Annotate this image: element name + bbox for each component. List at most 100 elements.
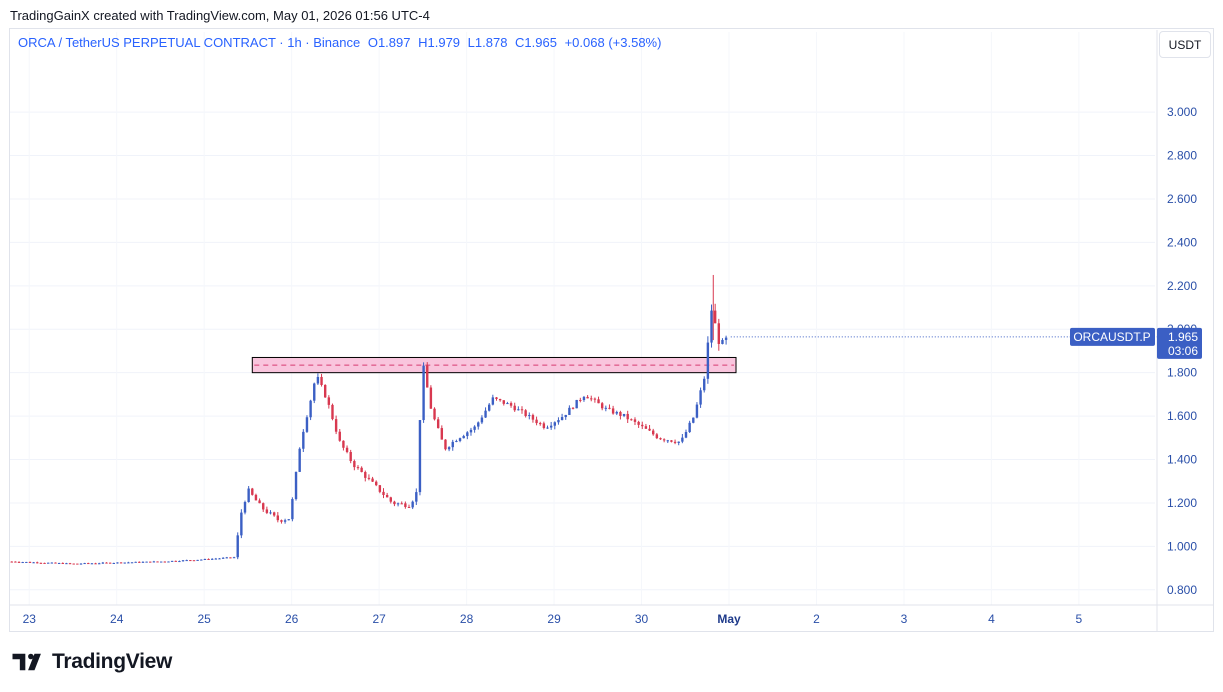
candle-body: [396, 503, 400, 505]
y-tick-label: 0.800: [1167, 583, 1197, 597]
candle-body: [25, 561, 28, 563]
candle-body: [626, 413, 629, 420]
candle-body: [487, 404, 491, 411]
symbol-tag-text: ORCAUSDT.P: [1073, 330, 1150, 344]
candle-body: [549, 425, 553, 428]
candle-body: [659, 438, 662, 440]
candle-body: [302, 431, 305, 449]
candle-body: [145, 561, 148, 563]
x-tick-label: 29: [547, 612, 561, 626]
candle-body: [422, 365, 425, 421]
candle-body: [43, 562, 46, 564]
candle-body: [178, 561, 181, 563]
candle-body: [382, 491, 385, 495]
candle-body: [338, 431, 341, 441]
candle-body: [436, 419, 440, 429]
candle-body: [641, 424, 644, 427]
candle-body: [54, 562, 57, 564]
candle-body: [597, 399, 600, 404]
symbol-legend[interactable]: ORCA / TetherUS PERPETUAL CONTRACT · 1h …: [18, 35, 665, 50]
candle-body: [553, 422, 557, 426]
candle-body: [502, 400, 505, 404]
candle-body: [163, 561, 167, 563]
grid-lines: [10, 32, 1155, 605]
candle-body: [433, 408, 436, 420]
candle-body: [258, 500, 261, 504]
candle-body: [342, 440, 345, 448]
candle-body: [185, 560, 188, 562]
y-tick-label: 2.400: [1167, 235, 1197, 249]
candle-body: [236, 535, 239, 558]
x-tick-label: 24: [110, 612, 124, 626]
candle-body: [94, 563, 97, 565]
candle-body: [469, 429, 473, 433]
candle-body: [123, 562, 126, 564]
price-tag-value: 1.965: [1168, 330, 1198, 344]
candle-body: [101, 562, 105, 564]
x-tick-label: 30: [635, 612, 649, 626]
price-tag-bg[interactable]: [1157, 327, 1202, 359]
candle-body: [327, 397, 331, 405]
candle-body: [673, 441, 677, 443]
legend-close: C1.965: [515, 35, 557, 50]
candle-body: [254, 494, 258, 501]
legend-symbol: ORCA / TetherUS PERPETUAL CONTRACT · 1h …: [18, 35, 361, 50]
candle-body: [214, 558, 218, 560]
x-tick-label: 5: [1076, 612, 1083, 626]
candle-body: [495, 397, 498, 399]
attribution-text: TradingGainX created with TradingView.co…: [10, 8, 430, 23]
candle-body: [568, 407, 571, 415]
candle-body: [119, 562, 123, 564]
candle-body: [677, 441, 680, 443]
candle-body: [590, 398, 593, 400]
candle-body: [662, 439, 666, 441]
candle-body: [316, 376, 320, 384]
candle-body: [265, 509, 269, 513]
candle-body: [648, 428, 651, 431]
legend-low: L1.878: [467, 35, 508, 50]
candle-body: [269, 512, 272, 514]
y-tick-label: 2.200: [1167, 279, 1197, 293]
candle-body: [655, 434, 659, 439]
candle-body: [531, 415, 535, 420]
resistance-zone-box[interactable]: [251, 356, 737, 374]
candle-body: [480, 417, 484, 423]
currency-button[interactable]: USDT: [1159, 31, 1211, 58]
x-tick-label: 28: [460, 612, 474, 626]
candle-body: [364, 472, 367, 478]
candle-body: [579, 399, 582, 401]
symbol-tag-bg[interactable]: [1070, 327, 1155, 346]
candle-body: [367, 477, 371, 479]
price-tag-countdown: 03:06: [1168, 344, 1198, 358]
y-tick-label: 1.400: [1167, 453, 1197, 467]
candle-body: [539, 423, 542, 425]
candle-body: [462, 436, 465, 439]
candle-body: [207, 558, 210, 560]
candle-body: [10, 561, 13, 563]
candle-body: [721, 339, 724, 344]
candle-body: [520, 409, 524, 411]
candle-body: [517, 409, 520, 411]
candle-body: [196, 559, 199, 561]
candle-body: [688, 422, 691, 433]
candle-body: [36, 562, 39, 564]
candle-body: [156, 561, 159, 563]
candle-body: [586, 396, 589, 399]
candle-body: [371, 478, 374, 482]
candle-body: [713, 310, 717, 324]
tradingview-brand[interactable]: TradingView: [12, 650, 172, 674]
candle-body: [349, 452, 352, 462]
candle-body: [152, 561, 156, 563]
chart-frame[interactable]: [9, 28, 1214, 632]
candle-body: [692, 417, 695, 423]
candle-body: [593, 398, 597, 400]
x-tick-label: 3: [901, 612, 908, 626]
candle-body: [604, 407, 608, 409]
candle-body: [509, 403, 513, 406]
candle-body: [560, 417, 564, 421]
candle-body: [283, 520, 287, 522]
candle-body: [491, 397, 495, 405]
candle-body: [375, 481, 378, 486]
time-axis: 23 24 25 26 27 28 29 30 May 2 3 4 5: [23, 612, 1083, 626]
